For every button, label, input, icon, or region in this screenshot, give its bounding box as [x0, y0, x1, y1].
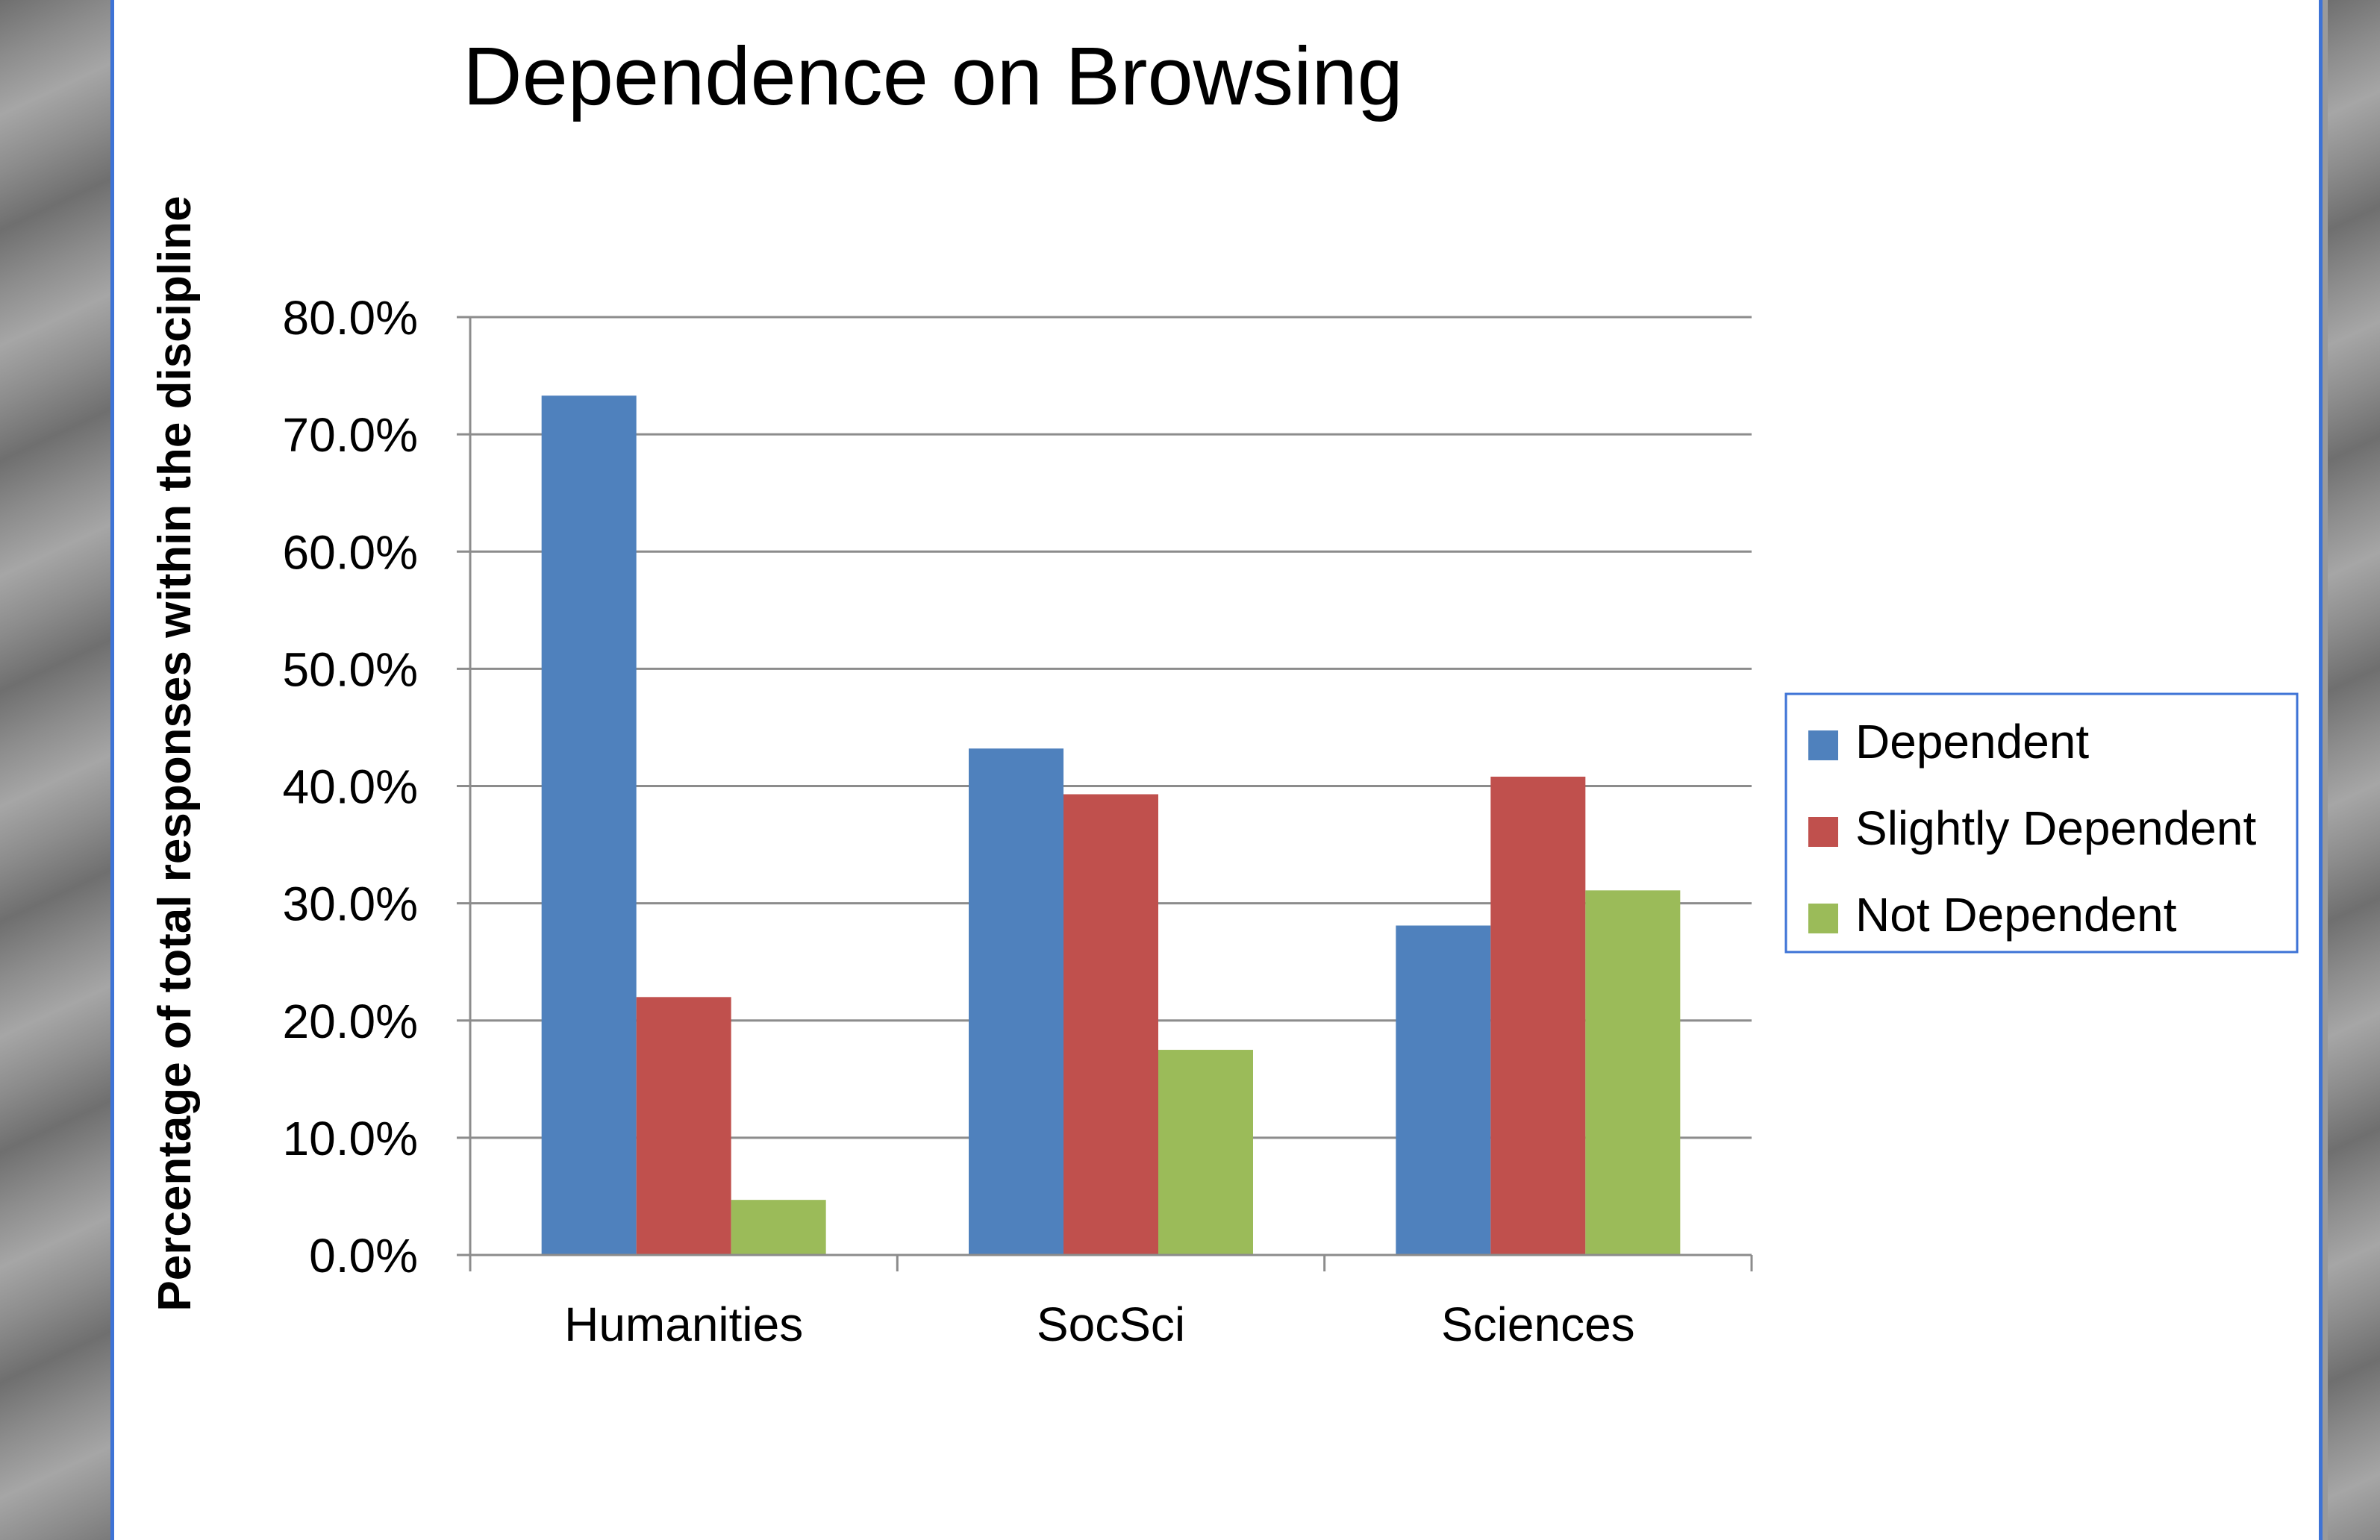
y-tick-label: 0.0% — [309, 1229, 418, 1283]
y-tick-label: 10.0% — [283, 1112, 418, 1165]
y-tick-label: 70.0% — [283, 408, 418, 462]
axes: 0.0% 10.0% 20.0% 30.0% 40.0% 50.0% 60.0% 70.0% 8… — [283, 291, 1753, 1351]
bar — [1490, 776, 1586, 1255]
legend: Dependent Slightly Dependent Not Dependent — [1784, 692, 2299, 954]
bar — [1585, 890, 1681, 1255]
bar — [731, 1200, 826, 1255]
bars — [541, 395, 1681, 1256]
y-axis-label: Percentage of total responses within the… — [149, 195, 201, 1311]
legend-label: Dependent — [1855, 715, 2089, 769]
legend-swatch — [1808, 904, 1838, 933]
legend-swatch — [1808, 817, 1838, 847]
bar — [636, 997, 731, 1255]
slide-background-left — [0, 0, 112, 1540]
x-tick-label: Sciences — [1441, 1298, 1635, 1351]
y-tick-label: 50.0% — [283, 642, 418, 696]
legend-label: Slightly Dependent — [1855, 801, 2256, 855]
legend-label: Not Dependent — [1855, 888, 2177, 942]
y-tick-label: 40.0% — [283, 760, 418, 814]
y-tick-label: 80.0% — [283, 291, 418, 345]
x-tick-label: Humanities — [564, 1298, 803, 1351]
bar — [1063, 794, 1158, 1255]
bar — [1396, 925, 1491, 1255]
y-tick-label: 30.0% — [283, 877, 418, 931]
x-tick-label: SocSci — [1037, 1298, 1185, 1351]
legend-box — [1784, 692, 2299, 954]
legend-swatch — [1808, 730, 1838, 760]
chart-title: Dependence on Browsing — [463, 31, 1403, 122]
bar — [969, 748, 1063, 1255]
bar — [1158, 1050, 1253, 1255]
bar — [541, 395, 637, 1256]
y-tick-label: 20.0% — [283, 995, 418, 1048]
slide-background-right — [2328, 0, 2380, 1540]
y-tick-label: 60.0% — [283, 525, 418, 579]
